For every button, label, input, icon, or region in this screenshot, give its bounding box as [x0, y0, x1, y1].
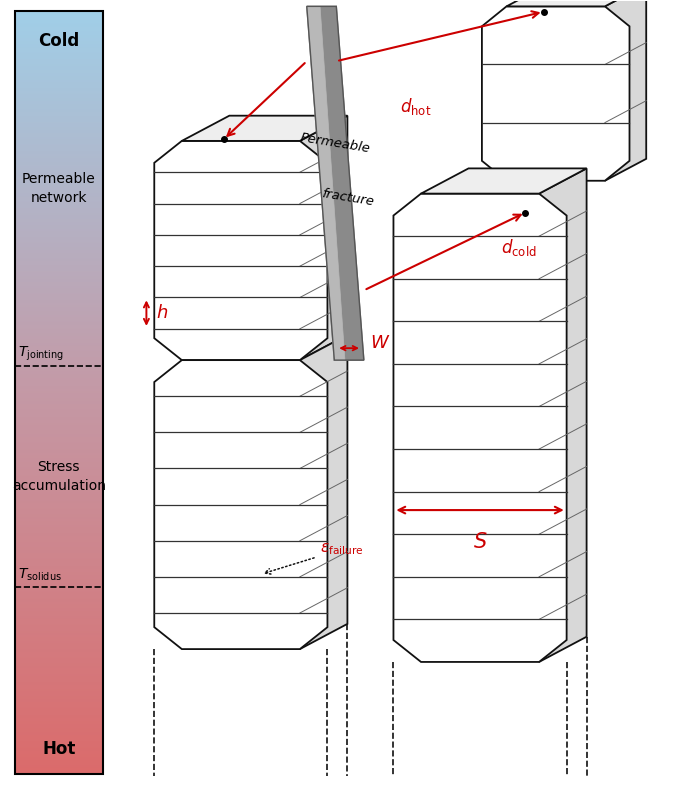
- Polygon shape: [307, 6, 345, 360]
- Text: $d_{\mathrm{hot}}$: $d_{\mathrm{hot}}$: [400, 96, 432, 116]
- Text: $T_{\mathrm{solidus}}$: $T_{\mathrm{solidus}}$: [18, 567, 62, 583]
- Polygon shape: [182, 115, 347, 141]
- Polygon shape: [421, 169, 586, 194]
- Polygon shape: [393, 194, 566, 662]
- Polygon shape: [482, 6, 630, 181]
- Polygon shape: [307, 6, 364, 360]
- Polygon shape: [300, 115, 347, 360]
- Text: $d_{\mathrm{cold}}$: $d_{\mathrm{cold}}$: [501, 237, 536, 258]
- Polygon shape: [506, 0, 646, 6]
- Polygon shape: [539, 169, 586, 662]
- Text: Cold: Cold: [38, 32, 79, 50]
- Polygon shape: [154, 141, 327, 360]
- Text: $S$: $S$: [473, 532, 487, 552]
- Text: $h$: $h$: [156, 304, 169, 322]
- Text: $W$: $W$: [370, 334, 390, 352]
- Text: Permeable
network: Permeable network: [22, 173, 96, 205]
- Text: $\varepsilon_{\mathrm{failure}}$: $\varepsilon_{\mathrm{failure}}$: [265, 542, 363, 574]
- Text: Stress
accumulation: Stress accumulation: [12, 460, 106, 492]
- Polygon shape: [605, 0, 646, 181]
- Bar: [14, 11, 103, 774]
- Polygon shape: [300, 335, 347, 649]
- Text: fracture: fracture: [321, 188, 375, 209]
- Text: Permeable: Permeable: [299, 131, 371, 155]
- Text: Hot: Hot: [42, 739, 75, 758]
- Polygon shape: [154, 360, 327, 649]
- Text: $T_{\mathrm{jointing}}$: $T_{\mathrm{jointing}}$: [18, 345, 64, 363]
